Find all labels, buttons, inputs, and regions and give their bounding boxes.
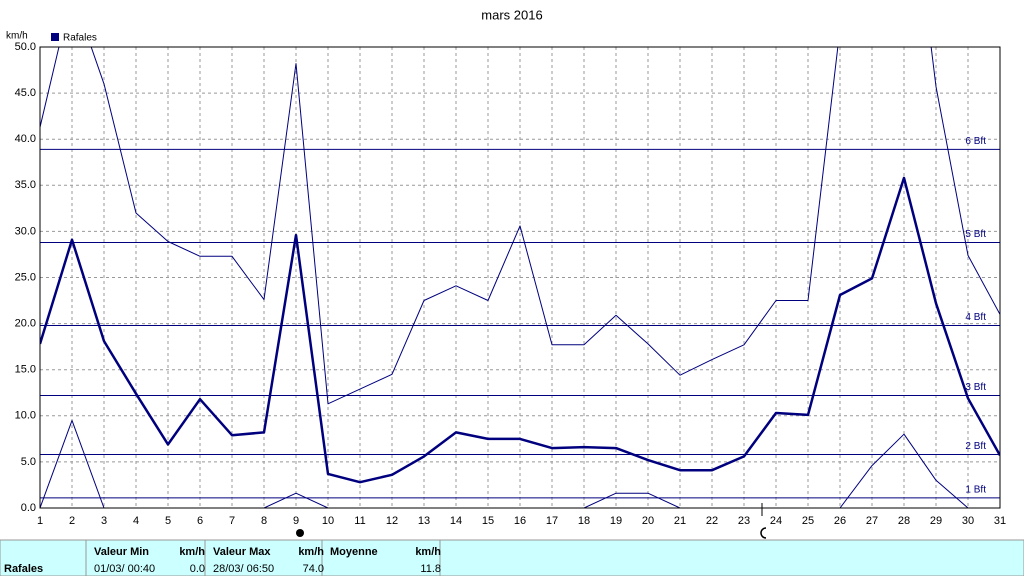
x-tick-label: 19 <box>610 515 622 527</box>
x-tick-label: 3 <box>101 515 107 527</box>
table-background <box>0 539 1024 576</box>
x-tick-label: 29 <box>930 515 942 527</box>
legend-label: Rafales <box>63 33 97 44</box>
beaufort-label: 2 Bft <box>965 441 986 452</box>
y-tick-label: 40.0 <box>15 133 36 145</box>
x-tick-label: 6 <box>197 515 203 527</box>
x-tick-label: 23 <box>738 515 750 527</box>
plot-border <box>39 46 1001 509</box>
x-tick-label: 27 <box>866 515 878 527</box>
x-tick-label: 13 <box>418 515 430 527</box>
x-tick-label: 9 <box>293 515 299 527</box>
moon-crescent <box>760 527 767 539</box>
x-tick-label: 30 <box>962 515 974 527</box>
column-date: 01/03/ 00:40 <box>94 563 155 575</box>
x-tick-label: 12 <box>386 515 398 527</box>
series-line <box>40 176 1000 484</box>
stats-table: Rafales Valeur Min km/h 01/03/ 00:40 0.0 Val… <box>0 539 1024 576</box>
y-tick-label: 20.0 <box>15 318 36 330</box>
x-tick-label: 25 <box>802 515 814 527</box>
x-tick-label: 10 <box>322 515 334 527</box>
x-tick-label: 18 <box>578 515 590 527</box>
beaufort-label: 4 Bft <box>965 312 986 323</box>
reference-lines: 1 Bft 2 Bft 3 Bft 4 Bft 5 Bft 6 Bft <box>40 136 1000 499</box>
beaufort-label: 1 Bft <box>965 484 986 495</box>
x-tick-label: 4 <box>133 515 139 527</box>
column-unit: km/h <box>298 546 324 558</box>
x-tick-label: 24 <box>770 515 782 527</box>
legend-swatch <box>51 33 59 41</box>
y-tick-label: 10.0 <box>15 410 36 422</box>
x-tick-label: 26 <box>834 515 846 527</box>
y-axis-label: km/h <box>6 31 28 42</box>
y-tick-label: 5.0 <box>21 456 36 468</box>
x-tick-label: 2 <box>69 515 75 527</box>
y-tick-label: 50.0 <box>15 41 36 53</box>
x-tick-label: 14 <box>450 515 462 527</box>
series-line <box>40 419 969 508</box>
column-unit: km/h <box>415 546 441 558</box>
column-header: Moyenne <box>330 546 378 558</box>
column-header: Valeur Max <box>213 546 271 558</box>
column-value: 74.0 <box>303 563 324 575</box>
x-tick-label: 17 <box>546 515 558 527</box>
lines <box>40 47 1000 508</box>
column-header: Valeur Min <box>94 546 149 558</box>
x-tick-label: 11 <box>354 515 365 527</box>
y-tick-label: 25.0 <box>15 271 36 283</box>
x-tick-label: 31 <box>994 515 1006 527</box>
x-tick-label: 5 <box>165 515 171 527</box>
x-tick-label: 20 <box>642 515 654 527</box>
x-tick-label: 16 <box>514 515 526 527</box>
beaufort-label: 6 Bft <box>965 136 986 147</box>
x-tick-label: 21 <box>674 515 686 527</box>
y-tick-label: 0.0 <box>21 502 36 514</box>
column-value: 0.0 <box>190 563 205 575</box>
x-tick-label: 28 <box>898 515 910 527</box>
x-tick-label: 8 <box>261 515 267 527</box>
beaufort-label: 5 Bft <box>965 229 986 240</box>
grid <box>39 46 1001 509</box>
column-date: 28/03/ 06:50 <box>213 563 274 575</box>
y-tick-label: 15.0 <box>15 364 36 376</box>
x-tick-label: 22 <box>706 515 718 527</box>
beaufort-label: 3 Bft <box>965 382 986 393</box>
x-tick-label: 1 <box>37 515 43 527</box>
y-tick-label: 35.0 <box>15 179 36 191</box>
y-tick-label: 45.0 <box>15 87 36 99</box>
column-value: 11.8 <box>420 563 441 575</box>
x-tick-label: 15 <box>482 515 494 527</box>
x-tick-label: 7 <box>229 515 235 527</box>
y-tick-label: 30.0 <box>15 225 36 237</box>
column-unit: km/h <box>179 546 205 558</box>
row-label: Rafales <box>4 563 43 575</box>
moon-full <box>296 529 304 537</box>
series-line <box>40 47 1000 405</box>
chart-title: mars 2016 <box>481 7 542 22</box>
